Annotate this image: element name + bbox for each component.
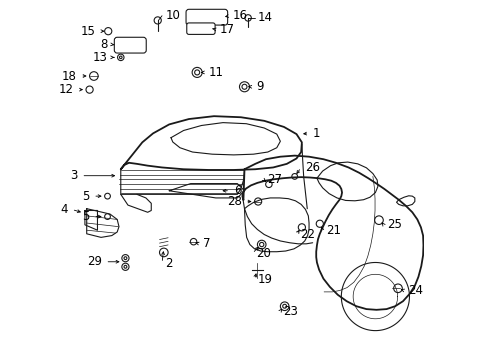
Text: 16: 16	[233, 9, 247, 22]
Text: 7: 7	[203, 237, 210, 250]
Text: 14: 14	[258, 12, 273, 24]
Text: 25: 25	[386, 218, 401, 231]
Text: 28: 28	[226, 195, 241, 208]
Text: 21: 21	[325, 224, 341, 238]
Text: 4: 4	[61, 203, 68, 216]
Text: 24: 24	[407, 284, 422, 297]
FancyBboxPatch shape	[186, 23, 215, 35]
Text: 19: 19	[258, 273, 273, 286]
Text: 1: 1	[312, 127, 320, 140]
Text: 20: 20	[255, 247, 270, 260]
Text: 5: 5	[82, 190, 89, 203]
Text: 26: 26	[304, 161, 319, 174]
Text: 22: 22	[300, 228, 314, 241]
FancyBboxPatch shape	[114, 37, 146, 53]
Text: 29: 29	[86, 255, 102, 268]
Text: 15: 15	[81, 25, 96, 38]
Text: 18: 18	[61, 69, 77, 82]
Text: 8: 8	[100, 38, 107, 51]
FancyBboxPatch shape	[185, 9, 227, 25]
Text: 3: 3	[70, 169, 78, 182]
Text: 17: 17	[219, 23, 234, 36]
Text: 11: 11	[208, 66, 223, 79]
Text: 2: 2	[165, 257, 173, 270]
Text: 10: 10	[165, 9, 180, 22]
Text: 6: 6	[233, 184, 241, 197]
Text: 13: 13	[92, 51, 107, 64]
Text: 27: 27	[266, 173, 281, 186]
Text: 23: 23	[283, 306, 298, 319]
Text: 12: 12	[59, 83, 74, 96]
Text: 9: 9	[255, 80, 263, 93]
Text: 5: 5	[82, 210, 89, 223]
